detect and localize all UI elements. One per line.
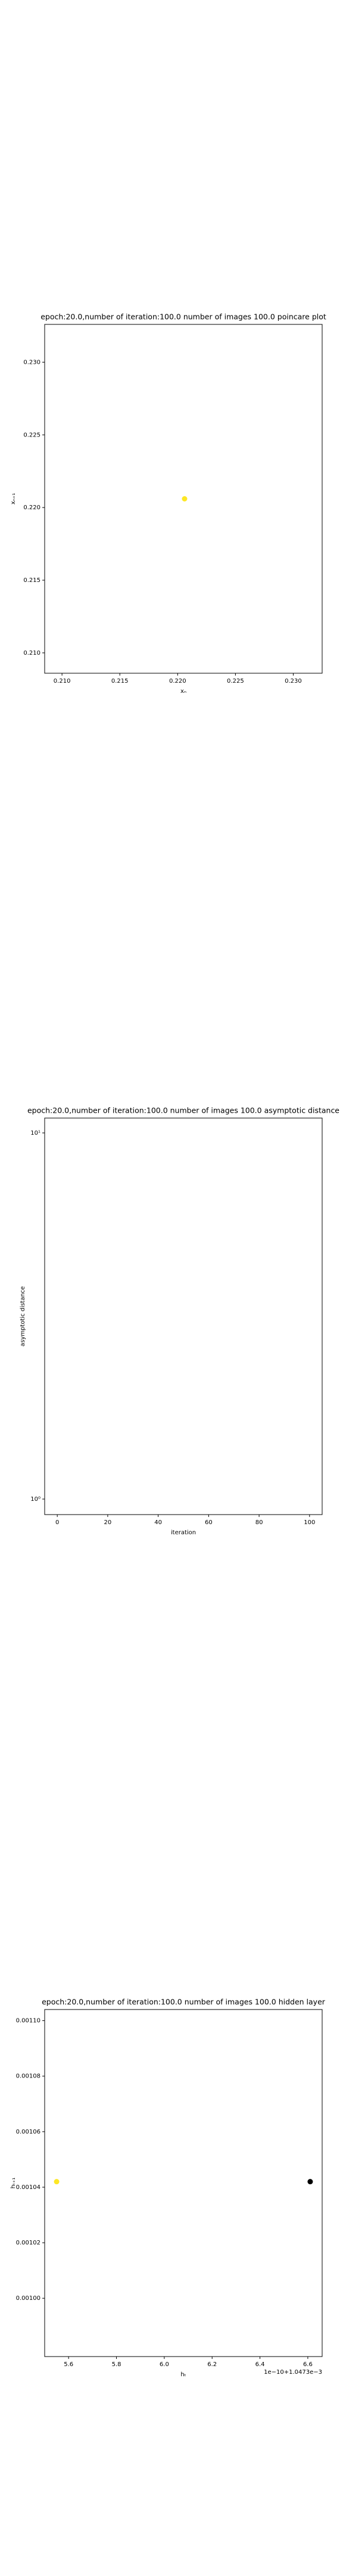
x-tick-label: 0 bbox=[55, 1519, 59, 1526]
y-tick-label: 0.00104 bbox=[16, 2184, 40, 2191]
point bbox=[307, 2179, 313, 2185]
y-tick-label: 0.00102 bbox=[16, 2240, 40, 2246]
x-axis-label: xₙ bbox=[180, 688, 186, 695]
point bbox=[182, 496, 188, 501]
y-axis-label: hₜ₊₁ bbox=[10, 2178, 17, 2189]
x-tick-label: 80 bbox=[255, 1519, 263, 1526]
x-tick-label: 0.225 bbox=[227, 678, 244, 685]
y-tick-label: 0.215 bbox=[23, 577, 40, 584]
y-tick-label: 0.00108 bbox=[16, 2073, 40, 2080]
y-tick-label: 0.00110 bbox=[16, 2018, 40, 2024]
x-tick-label: 40 bbox=[154, 1519, 162, 1526]
point bbox=[54, 2179, 60, 2185]
axes-frame bbox=[44, 1117, 323, 1515]
x-tick-label: 60 bbox=[205, 1519, 213, 1526]
x-tick-label: 0.220 bbox=[169, 678, 186, 685]
y-tick-label: 0.00106 bbox=[16, 2129, 40, 2135]
x-tick-label: 0.210 bbox=[54, 678, 71, 685]
y-axis-label: xₙ₊₁ bbox=[10, 493, 17, 504]
y-tick-label: 0.225 bbox=[23, 432, 40, 438]
y-tick-label: 10¹ bbox=[30, 1130, 40, 1137]
y-axis-label: asymptotic distance bbox=[20, 1286, 26, 1346]
x-axis-label: hₜ bbox=[180, 2371, 186, 2378]
chart-title: epoch:20.0,number of iteration:100.0 num… bbox=[40, 312, 326, 321]
x-tick-label: 0.230 bbox=[285, 678, 302, 685]
x-tick-label: 100 bbox=[304, 1519, 315, 1526]
y-tick-label: 10⁰ bbox=[30, 1496, 40, 1503]
axes-frame bbox=[44, 2009, 323, 2357]
x-tick-label: 20 bbox=[104, 1519, 112, 1526]
axes-frame bbox=[44, 324, 323, 674]
y-tick-label: 0.210 bbox=[23, 650, 40, 657]
x-tick-label: 0.215 bbox=[111, 678, 129, 685]
x-tick-label: 6.0 bbox=[160, 2361, 169, 2368]
x-axis-label: iteration bbox=[171, 1530, 196, 1536]
x-tick-label: 6.6 bbox=[303, 2361, 313, 2368]
y-tick-label: 0.00100 bbox=[16, 2295, 40, 2302]
y-tick-label: 0.220 bbox=[23, 504, 40, 511]
chart-title: epoch:20.0,number of iteration:100.0 num… bbox=[27, 1106, 339, 1115]
x-tick-label: 6.2 bbox=[207, 2361, 217, 2368]
x-offset-label: 1e−10+1.0473e−3 bbox=[264, 2369, 322, 2376]
x-tick-label: 5.6 bbox=[64, 2361, 73, 2368]
y-tick-label: 0.230 bbox=[23, 359, 40, 366]
x-tick-label: 5.8 bbox=[112, 2361, 121, 2368]
x-tick-label: 6.4 bbox=[255, 2361, 265, 2368]
chart-title: epoch:20.0,number of iteration:100.0 num… bbox=[42, 1998, 326, 2007]
